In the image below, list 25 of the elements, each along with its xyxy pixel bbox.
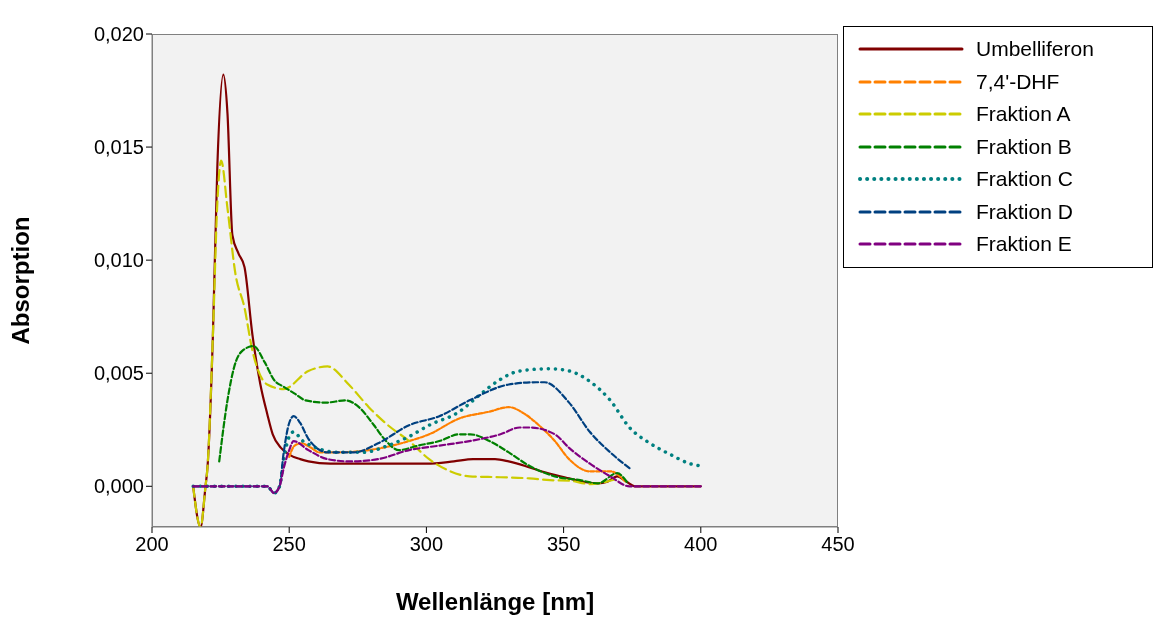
legend-label: 7,4'-DHF — [976, 69, 1060, 94]
y-tick-label: 0,010 — [93, 249, 144, 272]
y-tick-label: 0,020 — [93, 23, 144, 46]
x-tick-label: 400 — [684, 533, 718, 556]
y-axis-title: Absorption — [6, 216, 34, 345]
x-tick-label: 250 — [272, 533, 306, 556]
line-series — [218, 344, 628, 485]
y-tick-label: 0,005 — [93, 362, 144, 385]
legend-label: Fraktion A — [976, 102, 1071, 127]
line-series — [191, 366, 703, 495]
y-tick-label: 0,000 — [93, 475, 144, 498]
line-series — [192, 426, 702, 495]
x-axis-title: Wellenlänge [nm] — [395, 588, 595, 615]
line-series — [288, 406, 627, 483]
x-tick-label: 450 — [821, 533, 855, 556]
x-tick-label: 350 — [546, 533, 581, 556]
legend-label: Fraktion B — [976, 134, 1072, 159]
legend-label: Fraktion E — [976, 232, 1072, 257]
legend-label: Fraktion C — [976, 167, 1073, 192]
legend-label: Fraktion D — [976, 199, 1073, 224]
x-tick-label: 300 — [409, 533, 444, 556]
y-tick-label: 0,015 — [93, 136, 144, 159]
legend-label: Umbelliferon — [976, 37, 1094, 62]
x-tick-label: 200 — [135, 533, 169, 556]
line-series — [192, 159, 617, 527]
